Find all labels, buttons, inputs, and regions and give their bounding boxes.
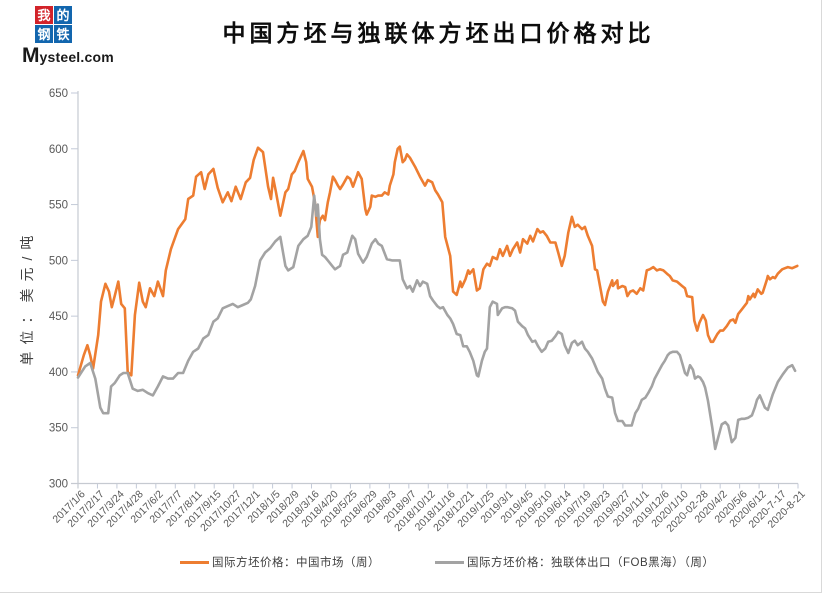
y-tick-label: 400 [49, 367, 68, 379]
legend-label-china-market: 国际方坯价格：中国市场（周） [212, 557, 380, 569]
logo-cell-wo: 我 [35, 6, 53, 24]
legend-label-cis-export: 国际方坯价格：独联体出口（FOB黑海）（周） [467, 557, 715, 569]
mysteel-logo: 我 的 钢 铁 Mysteel.com [22, 6, 114, 68]
logo-cell-de: 的 [54, 6, 72, 24]
chart-title: 中国方坯与独联体方坯出口价格对比 [222, 20, 655, 46]
logo-wordmark-rest: ysteel.com [39, 49, 114, 65]
y-tick-label: 500 [49, 255, 68, 267]
legend-item-cis-export: 国际方坯价格：独联体出口（FOB黑海）（周） [435, 554, 714, 570]
logo-wordmark: Mysteel.com [22, 44, 114, 68]
series-line-cis-export [76, 194, 797, 451]
y-tick-label: 350 [49, 423, 68, 435]
y-tick-label: 450 [49, 311, 68, 323]
series-line-china-market [76, 145, 799, 377]
y-tick-label: 550 [49, 200, 68, 212]
legend-swatch-china-market [180, 560, 209, 564]
y-tick-label: 600 [49, 144, 68, 156]
y-tick-label: 300 [49, 479, 68, 491]
legend-item-china-market: 国际方坯价格：中国市场（周） [180, 554, 380, 570]
y-tick-label: 650 [49, 88, 68, 100]
logo-cell-gang: 钢 [35, 25, 53, 43]
legend-swatch-cis-export [435, 560, 464, 564]
logo-grid: 我 的 钢 铁 [35, 6, 112, 43]
logo-wordmark-initial: M [22, 44, 40, 67]
logo-cell-tie: 铁 [54, 25, 72, 43]
